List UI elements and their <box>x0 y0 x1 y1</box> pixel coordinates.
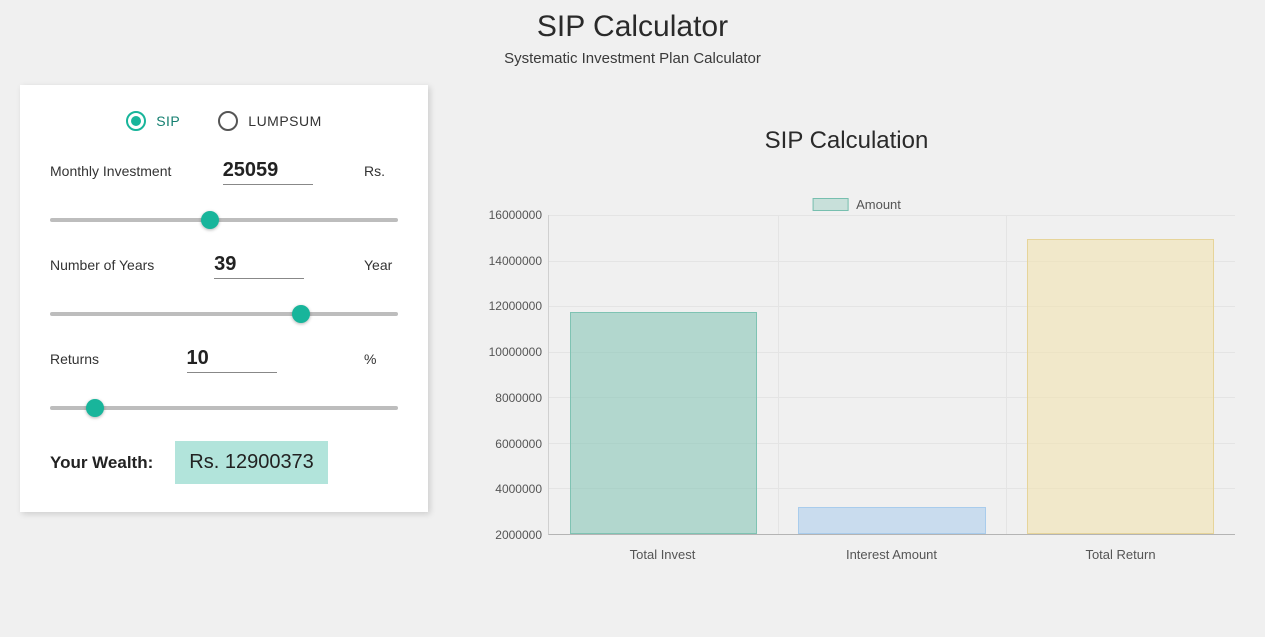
chart-x-axis: Total Invest Interest Amount Total Return <box>548 547 1235 567</box>
legend-label: Amount <box>856 197 901 212</box>
monthly-investment-slider[interactable] <box>50 207 398 233</box>
returns-label: Returns <box>50 351 99 367</box>
returns-slider[interactable] <box>50 395 398 421</box>
years-control: Number of Years Year <box>50 253 398 327</box>
chart-area: Amount 200000040000006000000800000010000… <box>468 215 1245 585</box>
years-unit: Year <box>364 257 398 273</box>
slider-thumb-icon[interactable] <box>201 211 219 229</box>
returns-unit: % <box>364 351 398 367</box>
gridline-vertical <box>778 215 779 534</box>
y-tick-label: 4000000 <box>468 482 542 496</box>
radio-sip[interactable]: SIP <box>126 111 180 131</box>
radio-sip-label: SIP <box>156 113 180 129</box>
y-tick-label: 12000000 <box>468 299 542 313</box>
monthly-investment-input[interactable] <box>223 159 313 185</box>
chart-y-axis: 2000000400000060000008000000100000001200… <box>468 215 548 535</box>
y-tick-label: 10000000 <box>468 345 542 359</box>
slider-track <box>50 312 398 316</box>
gridline-vertical <box>1006 215 1007 534</box>
main-layout: SIP LUMPSUM Monthly Investment Rs. Numbe… <box>0 67 1265 585</box>
monthly-investment-label: Monthly Investment <box>50 163 171 179</box>
y-tick-label: 2000000 <box>468 528 542 542</box>
slider-track <box>50 218 398 222</box>
y-tick-label: 6000000 <box>468 437 542 451</box>
radio-lumpsum-label: LUMPSUM <box>248 113 322 129</box>
wealth-label: Your Wealth: <box>50 453 153 473</box>
mode-radio-group: SIP LUMPSUM <box>50 111 398 131</box>
y-tick-label: 16000000 <box>468 208 542 222</box>
returns-input[interactable] <box>187 347 277 373</box>
chart-bar <box>570 312 758 534</box>
page-title: SIP Calculator <box>0 0 1265 44</box>
chart-title: SIP Calculation <box>448 127 1245 155</box>
radio-dot-icon <box>126 111 146 131</box>
chart-legend: Amount <box>812 197 901 212</box>
gridline-horizontal <box>549 215 1235 216</box>
monthly-investment-control: Monthly Investment Rs. <box>50 159 398 233</box>
slider-thumb-icon[interactable] <box>86 399 104 417</box>
radio-circle-icon <box>218 111 238 131</box>
chart-bar <box>1027 239 1215 534</box>
page-subtitle: Systematic Investment Plan Calculator <box>0 50 1265 67</box>
input-panel: SIP LUMPSUM Monthly Investment Rs. Numbe… <box>20 85 428 512</box>
legend-swatch-icon <box>812 198 848 211</box>
wealth-value: Rs. 12900373 <box>175 441 328 484</box>
chart-plot <box>548 215 1235 535</box>
slider-thumb-icon[interactable] <box>292 305 310 323</box>
wealth-row: Your Wealth: Rs. 12900373 <box>50 441 398 484</box>
x-tick-label: Interest Amount <box>846 547 937 562</box>
radio-lumpsum[interactable]: LUMPSUM <box>218 111 322 131</box>
years-slider[interactable] <box>50 301 398 327</box>
returns-control: Returns % <box>50 347 398 421</box>
years-input[interactable] <box>214 253 304 279</box>
x-tick-label: Total Return <box>1085 547 1155 562</box>
y-tick-label: 8000000 <box>468 391 542 405</box>
y-tick-label: 14000000 <box>468 254 542 268</box>
years-label: Number of Years <box>50 257 154 273</box>
x-tick-label: Total Invest <box>630 547 696 562</box>
chart-panel: SIP Calculation Amount 2000000 4000000 600… <box>428 85 1245 585</box>
chart-bar <box>798 507 986 534</box>
monthly-investment-unit: Rs. <box>364 163 398 179</box>
